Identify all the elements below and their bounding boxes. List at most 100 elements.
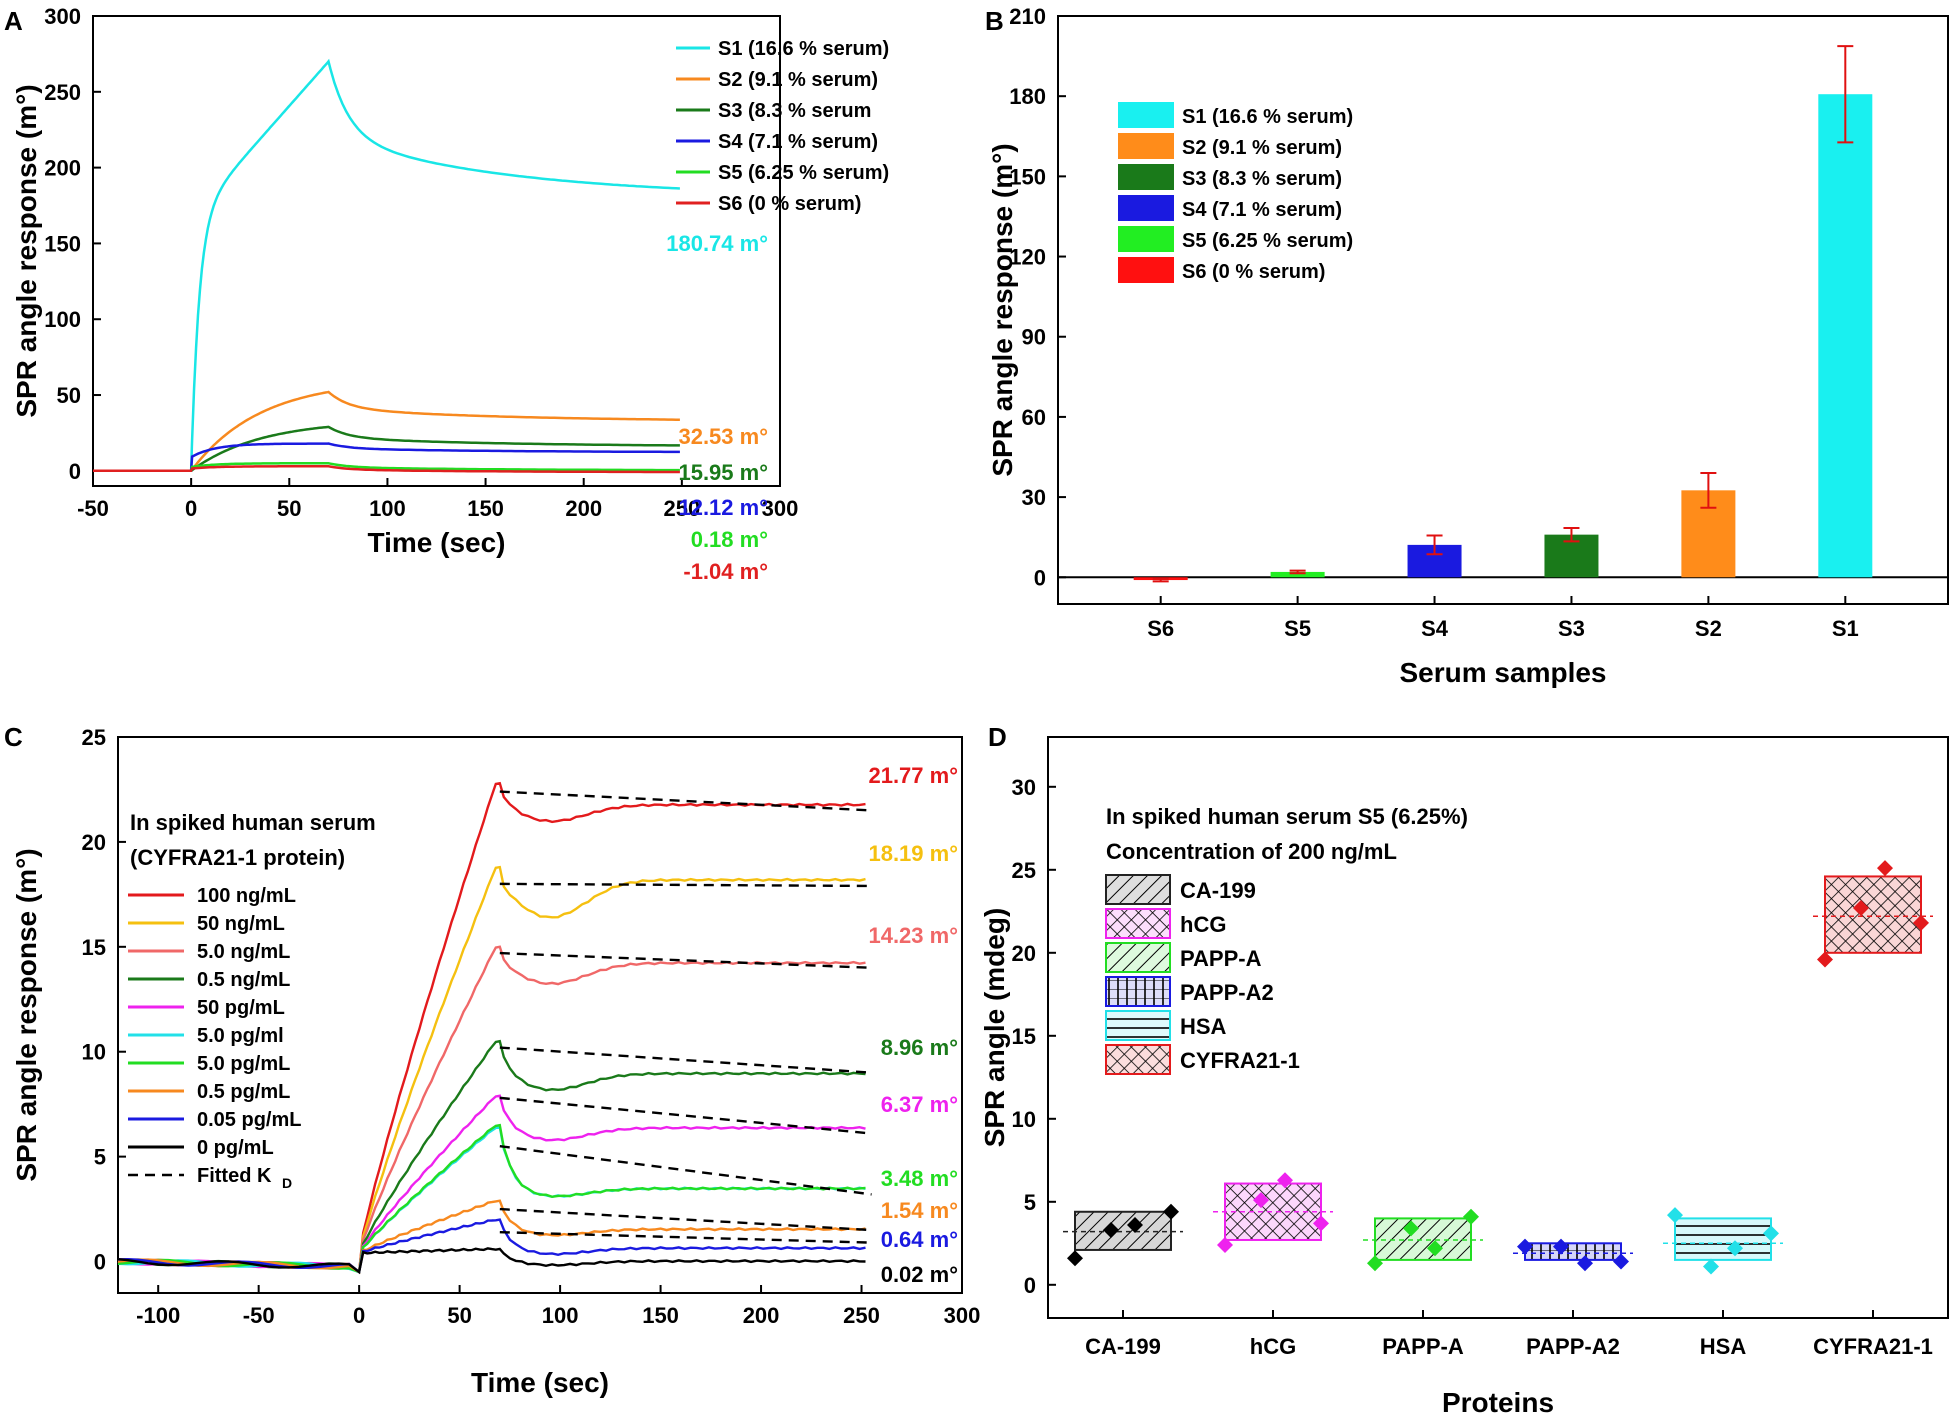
c-fit-line — [499, 1207, 872, 1232]
b-y-tick-label: 120 — [1009, 245, 1046, 270]
d-data-point — [1553, 1238, 1569, 1255]
b-legend-label: S4 (7.1 % serum) — [1182, 199, 1342, 221]
c-legend-label: 50 pg/mL — [197, 997, 285, 1019]
d-data-point — [1367, 1255, 1383, 1272]
c-fit-line — [499, 1096, 872, 1135]
c-end-value-label: 0.02 m° — [881, 1262, 958, 1287]
d-data-point — [1217, 1236, 1233, 1253]
d-legend-swatch — [1105, 874, 1171, 905]
b-legend-swatch — [1118, 102, 1174, 128]
d-data-point — [1313, 1215, 1329, 1232]
a-plot-frame — [92, 15, 781, 487]
a-y-tick-label: 150 — [44, 231, 81, 256]
a-x-tick-label: 0 — [185, 496, 197, 521]
b-x-tick-label: S5 — [1284, 616, 1311, 641]
d-y-tick-label: 5 — [1024, 1190, 1036, 1215]
d-x-tick-label: HSA — [1700, 1334, 1747, 1359]
d-y-tick-label: 15 — [1012, 1024, 1036, 1049]
panel-a: -50 0 50 100 150 200 250 300 0 50 100 150 200 250 300 T… — [11, 4, 889, 584]
c-x-tick-label: -100 — [136, 1303, 180, 1328]
b-x-tick-label: S1 — [1832, 616, 1859, 641]
c-legend-label: 0.5 pg/mL — [197, 1081, 290, 1103]
c-legend-label: 0.5 ng/mL — [197, 969, 290, 991]
c-legend-fit-sub: D — [282, 1175, 292, 1191]
b-legend-label: S1 (16.6 % serum) — [1182, 106, 1353, 128]
d-legend-swatch — [1105, 942, 1171, 973]
d-box — [1674, 1217, 1772, 1261]
c-end-value-label: 0.64 m° — [881, 1227, 958, 1252]
c-annotation: (CYFRA21-1 protein) — [130, 845, 345, 870]
a-series-line — [93, 465, 680, 474]
panel-label-a: A — [4, 6, 23, 36]
d-legend-label: CA-199 — [1180, 878, 1256, 903]
panel-b: 0 30 60 90 120 150 180 210 Serum samples SPR angl… — [987, 4, 1949, 688]
b-legend-swatch — [1118, 226, 1174, 252]
b-legend-label: S5 (6.25 % serum) — [1182, 230, 1353, 252]
b-legend-swatch — [1118, 164, 1174, 190]
panel-label-d: D — [988, 722, 1007, 752]
d-legend-swatch — [1105, 908, 1171, 939]
b-x-tick-label: S6 — [1147, 616, 1174, 641]
panel-label-b: B — [985, 6, 1004, 36]
b-x-tick-label: S3 — [1558, 616, 1585, 641]
c-plot-frame — [117, 736, 963, 1294]
d-box — [1374, 1217, 1472, 1261]
a-x-tick-label: 50 — [277, 496, 301, 521]
c-y-axis-label: SPR angle response (m°) — [11, 848, 42, 1181]
d-y-tick-label: 10 — [1012, 1107, 1036, 1132]
a-series-line — [93, 390, 680, 473]
c-series-line — [117, 1247, 866, 1275]
d-data-point — [1817, 951, 1833, 968]
panel-d: 0 5 10 15 20 25 30 Proteins SPR angle (mdeg) In s… — [979, 736, 1949, 1418]
a-x-tick-label: 150 — [467, 496, 504, 521]
b-y-tick-label: 180 — [1009, 84, 1046, 109]
c-legend-label: 100 ng/mL — [197, 885, 296, 907]
d-data-point — [1853, 899, 1869, 916]
a-end-value-label: 0.18 m° — [691, 527, 768, 552]
d-data-point — [1703, 1258, 1719, 1275]
a-y-tick-label: 100 — [44, 307, 81, 332]
a-y-tick-label: 300 — [44, 4, 81, 29]
a-legend-label: S2 (9.1 % serum) — [718, 69, 878, 91]
a-end-value-label: 180.74 m° — [666, 231, 768, 256]
d-x-tick-label: hCG — [1250, 1334, 1296, 1359]
a-legend-label: S6 (0 % serum) — [718, 193, 861, 215]
c-fit-line — [499, 882, 872, 888]
d-legend-swatch — [1105, 1044, 1171, 1075]
c-y-tick-label: 25 — [82, 725, 106, 750]
c-series-line — [117, 1199, 866, 1274]
d-legend-swatch — [1105, 976, 1171, 1007]
b-legend-label: S6 (0 % serum) — [1182, 261, 1325, 283]
a-y-axis-label: SPR angle response (m°) — [11, 84, 42, 417]
a-legend-label: S5 (6.25 % serum) — [718, 162, 889, 184]
c-y-tick-label: 15 — [82, 935, 106, 960]
c-end-value-label: 3.48 m° — [881, 1166, 958, 1191]
d-legend-label: hCG — [1180, 912, 1226, 937]
c-fit-line — [499, 1046, 872, 1074]
c-x-tick-label: 50 — [447, 1303, 471, 1328]
d-data-point — [1127, 1217, 1143, 1234]
a-series-line — [93, 462, 680, 473]
d-data-point — [1163, 1203, 1179, 1220]
a-series-line — [93, 58, 680, 473]
d-box — [1074, 1210, 1172, 1251]
d-data-point — [1277, 1172, 1293, 1189]
d-data-point — [1913, 914, 1929, 931]
b-y-tick-label: 150 — [1009, 164, 1046, 189]
b-plot-frame — [1057, 15, 1949, 605]
c-end-value-label: 21.77 m° — [868, 763, 958, 788]
d-x-tick-label: PAPP-A — [1382, 1334, 1464, 1359]
a-legend-label: S4 (7.1 % serum) — [718, 131, 878, 153]
a-x-tick-label: -50 — [77, 496, 109, 521]
a-end-value-label: -1.04 m° — [683, 559, 768, 584]
panel-label-c: C — [4, 722, 23, 752]
c-end-value-label: 8.96 m° — [881, 1035, 958, 1060]
c-end-value-label: 1.54 m° — [881, 1198, 958, 1223]
d-data-point — [1727, 1240, 1743, 1257]
d-annotation: Concentration of 200 ng/mL — [1106, 839, 1397, 864]
d-legend-label: PAPP-A2 — [1180, 980, 1274, 1005]
c-end-value-label: 6.37 m° — [881, 1092, 958, 1117]
d-x-axis-label: Proteins — [1442, 1387, 1554, 1418]
b-legend-label: S2 (9.1 % serum) — [1182, 137, 1342, 159]
